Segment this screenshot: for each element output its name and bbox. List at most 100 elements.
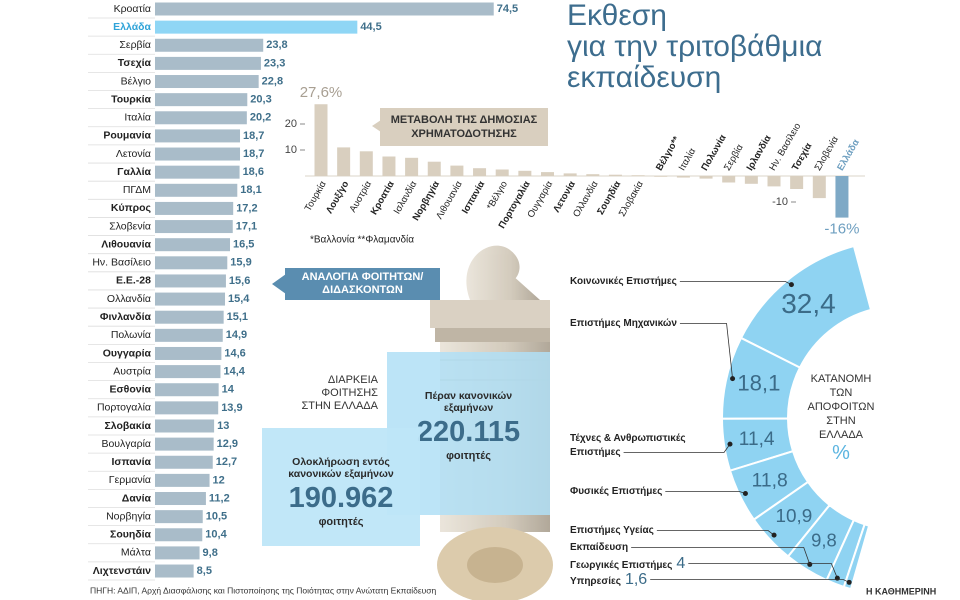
bar-label: Νορβηγία bbox=[106, 510, 151, 522]
bar-label: Ην. Βασίλειο bbox=[92, 257, 151, 269]
bar bbox=[359, 151, 373, 176]
bar-label: Σουηδία bbox=[110, 529, 152, 541]
bar bbox=[155, 310, 224, 324]
value-label: 8,5 bbox=[197, 565, 212, 577]
bar-label: Πολωνία bbox=[111, 329, 151, 341]
value-label: 18,1 bbox=[240, 184, 261, 196]
credit: Η ΚΑΘΗΜΕΡΙΝΗ bbox=[866, 586, 936, 596]
bar bbox=[155, 111, 247, 125]
value-label: 16,5 bbox=[233, 239, 254, 251]
leader-dot bbox=[742, 490, 748, 496]
bar bbox=[155, 292, 226, 306]
bar-label: Βουλγαρία bbox=[101, 438, 151, 450]
leader-line bbox=[679, 323, 733, 379]
bar-label: Κροατία bbox=[114, 3, 151, 15]
donut-title-line: ΤΩΝ bbox=[829, 387, 853, 399]
x-tick-label: Σερβία bbox=[722, 142, 746, 173]
donut-title-line: ΑΠΟΦΟΙΤΩΝ bbox=[807, 401, 875, 413]
box-number: 220.115 bbox=[416, 416, 521, 448]
bar-label: Ισπανία bbox=[111, 456, 151, 468]
value-label: 10,5 bbox=[206, 511, 227, 523]
chart-title: ΔΙΔΑΣΚΟΝΤΩΝ bbox=[322, 284, 403, 296]
value-label: 18,7 bbox=[243, 130, 264, 142]
x-tick-label: Ιταλία bbox=[677, 146, 699, 173]
value-label: 11,4 bbox=[739, 429, 775, 450]
value-label: 13,9 bbox=[221, 402, 242, 414]
donut-title-line: ΕΛΛΑΔΑ bbox=[818, 429, 864, 441]
leader-dot bbox=[730, 376, 736, 382]
bar bbox=[155, 437, 214, 451]
value-label: 12 bbox=[213, 474, 225, 486]
value-label: 15,9 bbox=[230, 257, 251, 269]
bar bbox=[155, 510, 203, 524]
duration-title-line: ΣΤΗΝ ΕΛΛΑΔΑ bbox=[301, 400, 378, 412]
chart-title-box: ΜΕΤΑΒΟΛΗ ΤΗΣ ΔΗΜΟΣΙΑΣ ΧΡΗΜΑΤΟΔΟΤΗΣΗΣ bbox=[380, 108, 548, 146]
bar-label: Ε.Ε.-28 bbox=[116, 275, 151, 287]
bar bbox=[155, 20, 358, 34]
y-tick-label: -10 bbox=[772, 196, 788, 208]
bar bbox=[155, 401, 219, 415]
sculpture-moulding bbox=[435, 328, 550, 342]
bar-label: Τσεχία bbox=[118, 57, 152, 69]
value-label: 4 bbox=[676, 555, 686, 572]
leader-dot bbox=[807, 561, 813, 567]
bar bbox=[405, 157, 419, 176]
bar bbox=[155, 165, 240, 179]
leader-line bbox=[623, 443, 731, 453]
bar bbox=[155, 455, 213, 469]
value-label: 17,1 bbox=[236, 220, 257, 232]
bar bbox=[314, 104, 328, 176]
value-label: 17,2 bbox=[236, 202, 257, 214]
box-label: κανονικών εξαμήνων bbox=[288, 468, 394, 480]
bar bbox=[722, 176, 736, 183]
value-label: 9,8 bbox=[203, 547, 218, 559]
bar bbox=[495, 169, 509, 176]
donut-title-line: ΚΑΤΑΝΟΜΗ bbox=[810, 373, 872, 385]
duration-title-line: ΔΙΑΡΚΕΙΑ bbox=[327, 374, 378, 386]
legend-label: Επιστήμες Υγείας bbox=[570, 524, 654, 538]
duration-box: Ολοκλήρωση εντός κανονικών εξαμήνων 190.… bbox=[262, 428, 420, 546]
legend-label: Εκπαίδευση bbox=[570, 541, 628, 555]
bar-label: Ουγγαρία bbox=[103, 347, 152, 359]
bar bbox=[155, 75, 259, 89]
value-label: -16% bbox=[824, 221, 859, 238]
leader-dot bbox=[771, 532, 777, 538]
bar bbox=[541, 172, 554, 176]
duration-title: ΔΙΑΡΚΕΙΑ ΦΟΙΤΗΣΗΣ ΣΤΗΝ ΕΛΛΑΔΑ bbox=[270, 374, 378, 413]
legend-text: Εκπαίδευση bbox=[570, 542, 629, 553]
bar bbox=[155, 93, 248, 107]
bar-label: Λιχτενστάιν bbox=[93, 565, 151, 577]
bar bbox=[155, 274, 226, 288]
box-number: 190.962 bbox=[288, 482, 394, 514]
main-title: Εκθεση bbox=[567, 0, 667, 32]
bar-label: Ρουμανία bbox=[103, 130, 151, 142]
legend-label: Κοινωνικές Επιστήμες bbox=[570, 275, 677, 289]
legend-text: Τέχνες & Ανθρωπιστικές Επιστήμες bbox=[570, 433, 686, 458]
legend-text: Υπηρεσίες bbox=[570, 576, 621, 587]
bar bbox=[155, 220, 233, 234]
value-label: 15,1 bbox=[227, 311, 248, 323]
value-label: 11,8 bbox=[752, 471, 788, 492]
sculpture-capital bbox=[430, 300, 550, 328]
bar bbox=[631, 175, 645, 176]
bar-label: Σλοβακία bbox=[104, 420, 151, 432]
bar-label: Ιταλία bbox=[124, 112, 151, 124]
bar bbox=[586, 174, 600, 176]
leader-line bbox=[631, 547, 811, 565]
box-label: εξαμήνων bbox=[443, 402, 494, 414]
value-label: 14,4 bbox=[223, 366, 245, 378]
bar-label: Γερμανία bbox=[109, 474, 151, 486]
duration-title-line: ΦΟΙΤΗΣΗΣ bbox=[321, 387, 378, 399]
value-label: 13 bbox=[217, 420, 229, 432]
value-label: 23,3 bbox=[264, 57, 285, 69]
main-title: για την τριτοβάθμια bbox=[567, 30, 822, 63]
chart-title: ΧΡΗΜΑΤΟΔΟΤΗΣΗΣ bbox=[411, 128, 517, 140]
bar bbox=[835, 176, 849, 218]
bar bbox=[812, 176, 826, 199]
bar bbox=[427, 161, 441, 176]
bar bbox=[563, 173, 577, 176]
bar bbox=[654, 176, 668, 177]
bar-label: Σλοβενία bbox=[109, 220, 151, 232]
bar-label: Πορτογαλία bbox=[97, 402, 151, 414]
legend-label: Υπηρεσίες 1,6 bbox=[570, 572, 647, 589]
